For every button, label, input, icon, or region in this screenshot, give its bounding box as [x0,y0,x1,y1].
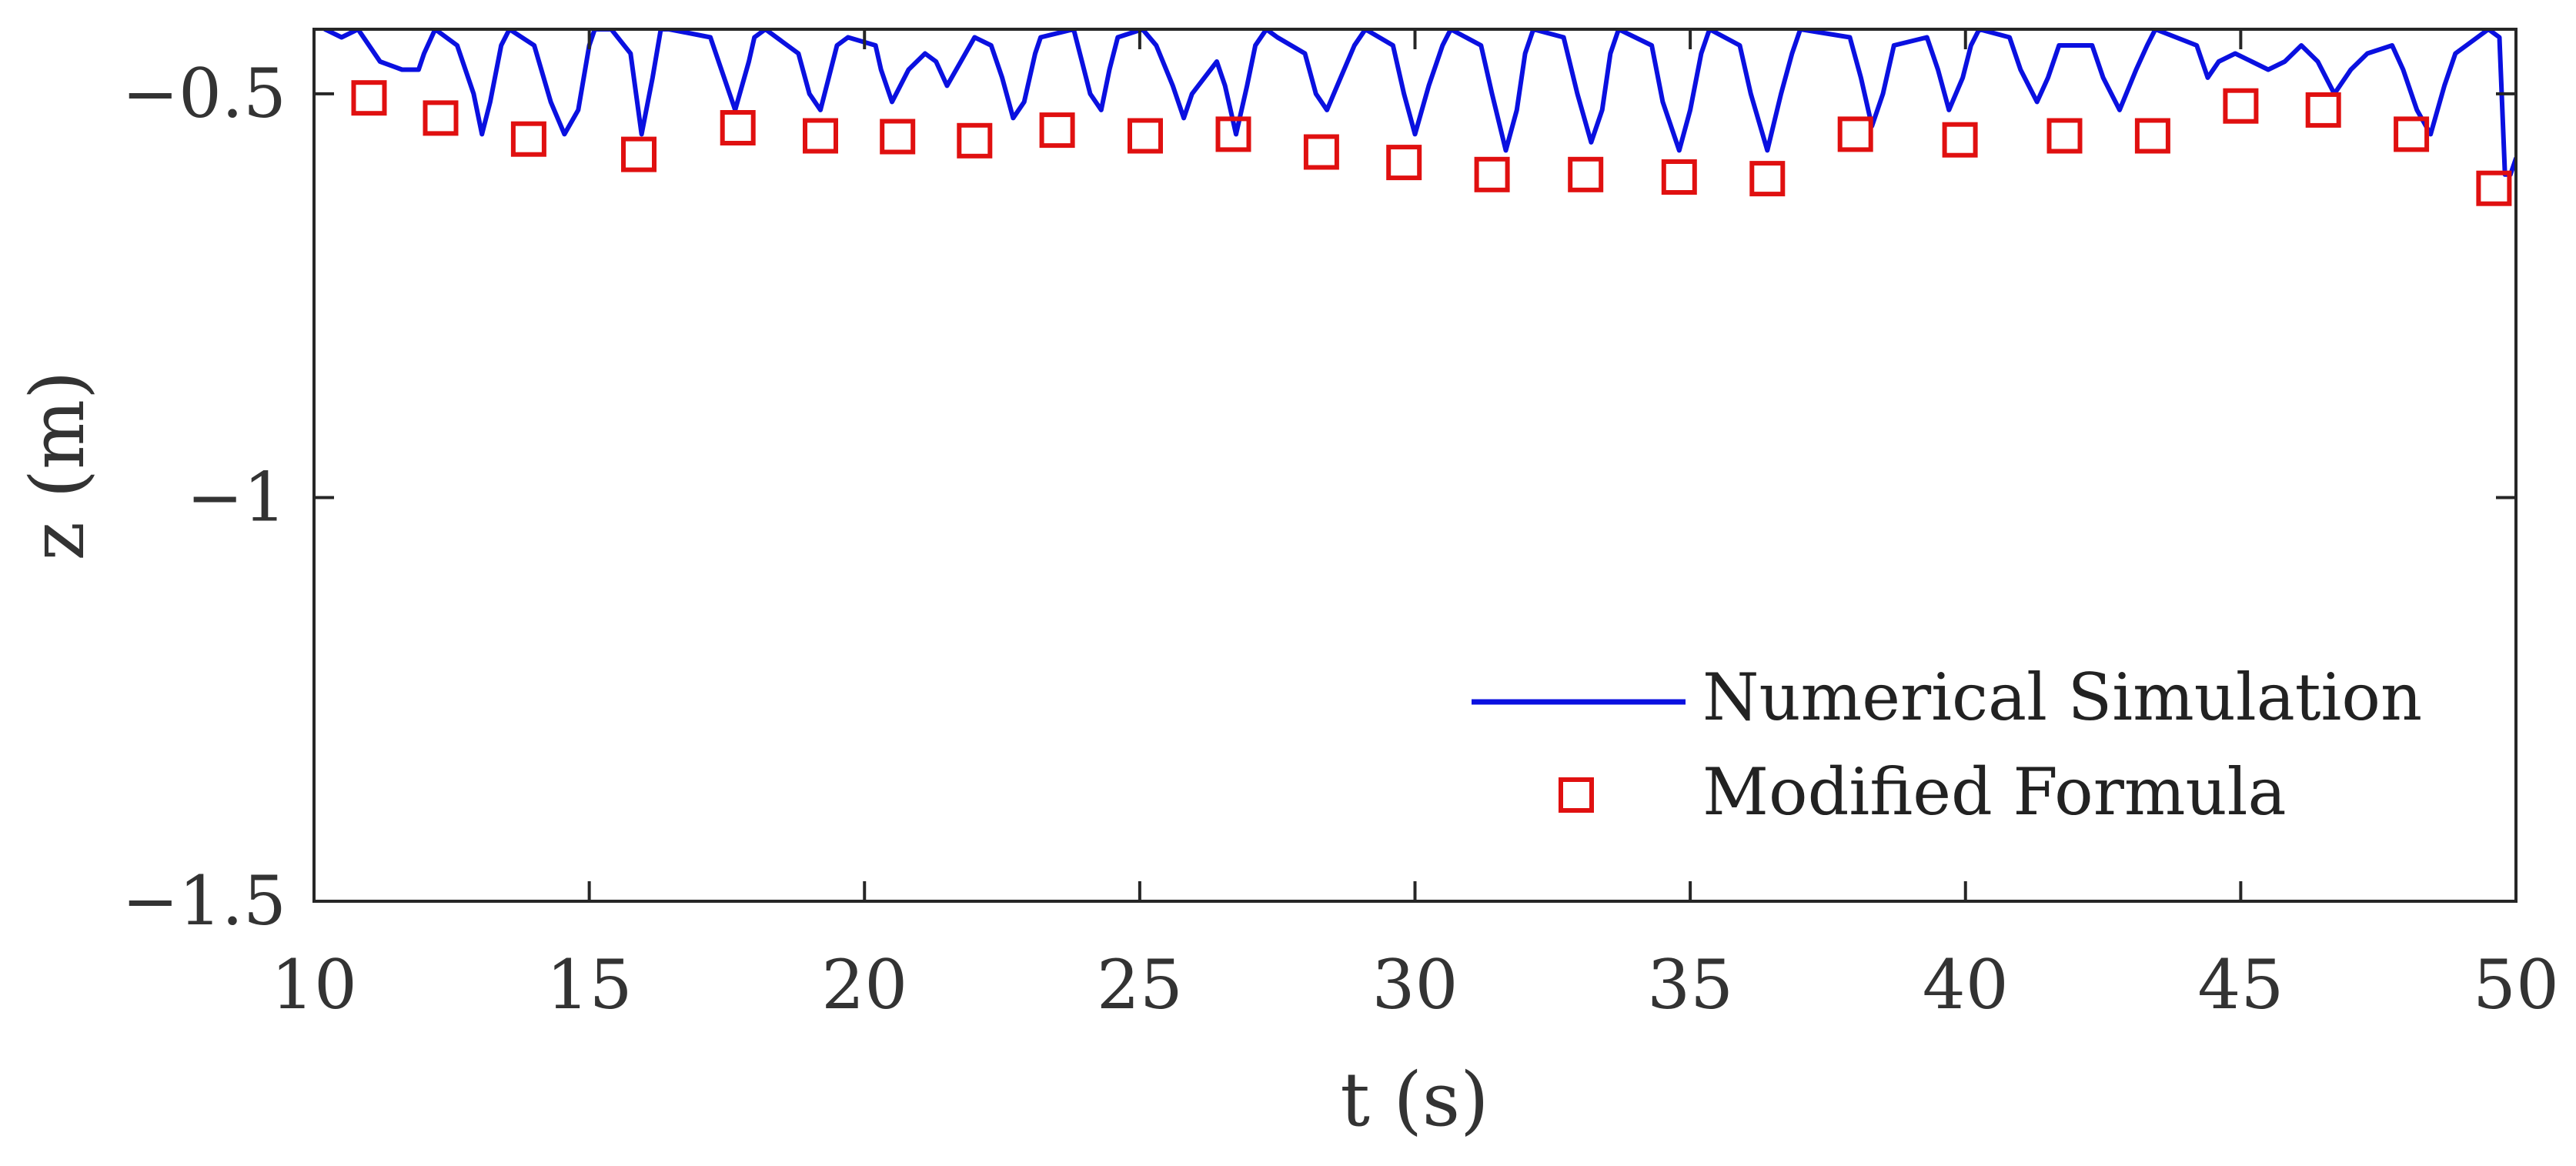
x-tick-labels: 10 15 20 25 30 35 40 45 50 [271,945,2559,1024]
modified-formula-marker [1837,116,1873,152]
x-tick-label: 45 [2197,945,2284,1024]
modified-formula-marker [957,122,993,159]
x-tick-label: 30 [1372,945,1458,1024]
modified-formula-marker [621,136,657,172]
modified-formula-marker [1039,112,1075,149]
plot-area [314,29,2516,901]
modified-formula-marker [2476,170,2512,206]
modified-formula-marker [2046,118,2083,154]
modified-formula-marker [1128,118,1163,154]
modified-formula-marker [510,121,546,157]
y-tick-label: −0.5 [122,54,286,133]
y-tick-label: −1 [186,457,286,536]
modified-formula-marker [880,119,916,155]
x-axis-title: t (s) [1340,1057,1488,1143]
y-tick-label: −1.5 [122,861,286,940]
y-axis-title: z (m) [15,370,101,560]
y-tick-labels: −1.5 −1 −0.5 [122,54,286,940]
modified-formula-marker [1661,159,1697,195]
legend: Numerical Simulation Modified Formula [1472,660,2422,830]
modified-formula-marker [1303,134,1339,170]
modified-formula-marker [1749,161,1786,197]
legend-square-marker [1559,777,1594,813]
modified-formula-marker [423,100,459,136]
x-tick-label: 40 [1923,945,2009,1024]
modified-formula-marker [2394,116,2430,152]
axes-box [312,28,2518,903]
modified-formula-marker [1474,156,1510,192]
modified-formula-marker [351,80,387,116]
x-tick-label: 25 [1097,945,1183,1024]
x-tick-label: 50 [2473,945,2559,1024]
modified-formula-marker [720,110,756,145]
x-tick-label: 20 [821,945,907,1024]
modified-formula-marker [1568,156,1604,192]
modified-formula-marker [2223,88,2259,124]
modified-formula-marker [803,118,838,154]
x-tick-label: 35 [1647,945,1733,1024]
modified-formula-marker [1215,116,1251,152]
modified-formula-marker [1942,122,1978,158]
x-tick-label: 10 [271,945,357,1024]
legend-label-modified-formula: Modified Formula [1702,754,2287,830]
legend-label-numerical-simulation: Numerical Simulation [1702,660,2422,735]
modified-formula-marker [2305,92,2341,128]
modified-formula-marker [1386,145,1422,181]
modified-formula-marker [2134,118,2170,154]
x-tick-label: 15 [546,945,633,1024]
